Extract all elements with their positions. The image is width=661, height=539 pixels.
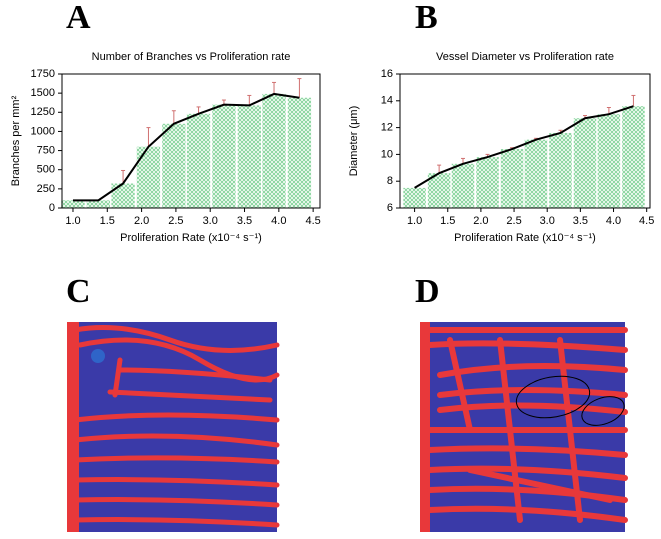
bar	[162, 123, 186, 208]
x-tick-label: 4.0	[271, 215, 286, 227]
panel-label: C	[66, 273, 91, 310]
bar	[403, 187, 426, 208]
y-tick-label: 10	[381, 148, 393, 160]
simulation-image	[67, 322, 280, 532]
y-tick-label: 16	[381, 68, 393, 80]
bar	[136, 146, 161, 208]
bar	[212, 104, 236, 208]
x-tick-label: 3.5	[573, 215, 588, 227]
y-tick-label: 1750	[31, 68, 55, 80]
bar	[622, 106, 645, 208]
bar	[524, 139, 548, 208]
x-tick-label: 2.5	[168, 215, 183, 227]
x-tick-label: 3.0	[540, 215, 555, 227]
panel-label: A	[66, 0, 91, 36]
bar	[427, 173, 451, 208]
data-line	[414, 105, 634, 189]
plot-frame	[399, 73, 651, 209]
bar	[597, 114, 621, 208]
y-tick-label: 6	[387, 202, 393, 214]
chart-title: Number of Branches vs Proliferation rate	[92, 51, 291, 63]
simulation-image	[420, 322, 628, 532]
bar	[111, 183, 135, 208]
y-tick-label: 1250	[31, 106, 55, 118]
chart-title: Vessel Diameter vs Proliferation rate	[436, 51, 614, 63]
bar	[451, 163, 475, 208]
y-tick-label: 14	[381, 95, 393, 107]
x-axis-label: Proliferation Rate (x10⁻⁴ s⁻¹)	[454, 232, 596, 244]
x-tick-label: 3.0	[203, 215, 218, 227]
y-tick-label: 750	[37, 144, 55, 156]
plot-frame	[61, 73, 321, 209]
y-tick-label: 0	[49, 202, 55, 214]
x-tick-label: 4.5	[639, 215, 654, 227]
panel-label: D	[415, 273, 440, 310]
data-line	[72, 92, 300, 202]
bar	[476, 157, 499, 208]
y-tick-label: 8	[387, 175, 393, 187]
x-tick-label: 4.5	[305, 215, 320, 227]
y-tick-label: 250	[37, 183, 55, 195]
bar	[573, 118, 597, 208]
bar	[287, 97, 312, 208]
x-tick-label: 1.5	[440, 215, 455, 227]
bar	[549, 132, 572, 208]
bar	[262, 93, 286, 208]
y-axis-label: Diameter (μm)	[348, 106, 360, 177]
x-tick-label: 1.0	[65, 215, 80, 227]
y-axis-label: Branches per mm²	[10, 95, 22, 186]
x-axis-label: Proliferation Rate (x10⁻⁴ s⁻¹)	[120, 232, 262, 244]
y-tick-label: 12	[381, 122, 393, 134]
bar	[61, 200, 85, 208]
x-tick-label: 4.0	[606, 215, 621, 227]
bar	[86, 200, 111, 208]
bar	[186, 113, 211, 208]
y-tick-label: 1500	[31, 87, 55, 99]
x-tick-label: 2.0	[473, 215, 488, 227]
y-tick-label: 1000	[31, 125, 55, 137]
x-tick-label: 1.0	[407, 215, 422, 227]
x-tick-label: 1.5	[100, 215, 115, 227]
x-tick-label: 2.5	[506, 215, 521, 227]
x-tick-label: 3.5	[237, 215, 252, 227]
panel-label: B	[415, 0, 438, 36]
x-tick-label: 2.0	[134, 215, 149, 227]
y-tick-label: 500	[37, 164, 55, 176]
bar	[500, 149, 524, 208]
bar	[237, 105, 261, 208]
